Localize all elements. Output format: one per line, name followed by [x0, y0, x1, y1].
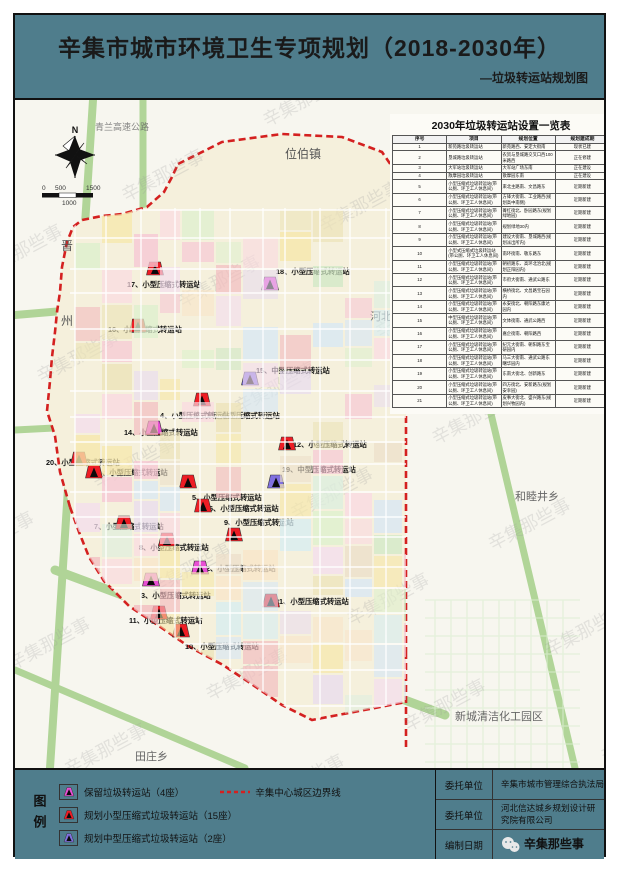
svg-text:21、小型压缩式转运站: 21、小型压缩式转运站: [275, 597, 349, 606]
svg-text:6、小型压缩式转运站: 6、小型压缩式转运站: [209, 504, 279, 513]
svg-text:青兰高速公路: 青兰高速公路: [95, 121, 149, 132]
svg-text:1500: 1500: [86, 185, 101, 192]
svg-text:0: 0: [42, 185, 46, 192]
svg-text:田庄乡: 田庄乡: [135, 749, 168, 763]
svg-text:1000: 1000: [62, 200, 77, 207]
svg-text:N: N: [72, 125, 79, 135]
svg-text:500: 500: [55, 185, 66, 192]
svg-text:新城清洁化工园区: 新城清洁化工园区: [455, 709, 543, 723]
svg-text:和睦井乡: 和睦井乡: [515, 489, 559, 503]
svg-text:晋: 晋: [61, 239, 73, 253]
svg-text:位伯镇: 位伯镇: [285, 146, 321, 161]
svg-text:州: 州: [61, 314, 73, 328]
